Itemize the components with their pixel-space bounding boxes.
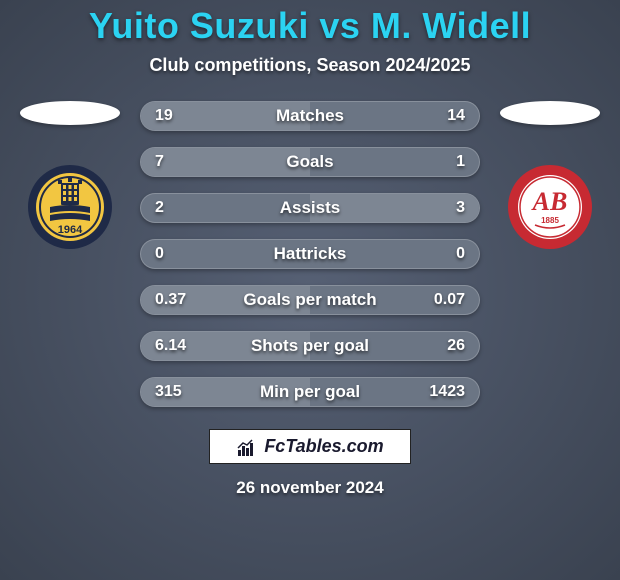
stat-value-right: 0 <box>456 245 465 263</box>
stat-value-left: 0 <box>155 245 164 263</box>
svg-text:1964: 1964 <box>58 224 83 236</box>
stat-bar: 0.37 Goals per match 0.07 <box>140 285 480 315</box>
stats-bars: 19 Matches 14 7 Goals 1 2 Assists 3 0 Hattricks 0 0.… <box>130 101 490 407</box>
brand-text: FcTables.com <box>264 436 383 457</box>
right-oval <box>500 101 600 125</box>
stat-label: Min per goal <box>260 382 360 402</box>
stat-value-right: 0.07 <box>434 291 465 309</box>
chart-icon <box>236 438 258 456</box>
page-title: Yuito Suzuki vs M. Widell <box>89 5 531 47</box>
svg-text:1885: 1885 <box>541 216 559 225</box>
stat-bar: 315 Min per goal 1423 <box>140 377 480 407</box>
stat-value-right: 1423 <box>429 383 465 401</box>
stat-bar: 2 Assists 3 <box>140 193 480 223</box>
bar-fill-left <box>141 148 310 176</box>
stat-bar: 0 Hattricks 0 <box>140 239 480 269</box>
stat-value-right: 26 <box>447 337 465 355</box>
stat-value-left: 7 <box>155 153 164 171</box>
right-column: AB 1885 <box>490 101 610 249</box>
stat-label: Shots per goal <box>251 336 369 356</box>
stat-value-right: 14 <box>447 107 465 125</box>
stat-value-right: 1 <box>456 153 465 171</box>
date-text: 26 november 2024 <box>236 478 383 498</box>
brondby-logo: 1964 <box>28 165 112 249</box>
stat-label: Goals per match <box>243 290 376 310</box>
stat-value-left: 19 <box>155 107 173 125</box>
stat-value-left: 6.14 <box>155 337 186 355</box>
footer: FcTables.com 26 november 2024 <box>209 429 410 498</box>
subtitle: Club competitions, Season 2024/2025 <box>149 55 470 76</box>
left-column: 1964 <box>10 101 130 249</box>
stat-value-left: 315 <box>155 383 182 401</box>
left-oval <box>20 101 120 125</box>
stat-label: Goals <box>286 152 333 172</box>
stat-bar: 6.14 Shots per goal 26 <box>140 331 480 361</box>
stat-value-left: 2 <box>155 199 164 217</box>
infographic-container: Yuito Suzuki vs M. Widell Club competiti… <box>0 0 620 580</box>
stat-value-left: 0.37 <box>155 291 186 309</box>
stat-label: Matches <box>276 106 344 126</box>
stat-value-right: 3 <box>456 199 465 217</box>
stat-bar: 7 Goals 1 <box>140 147 480 177</box>
stat-label: Hattricks <box>274 244 347 264</box>
svg-text:AB: AB <box>531 187 568 216</box>
stat-label: Assists <box>280 198 340 218</box>
content-row: 1964 19 Matches 14 7 Goals 1 2 Assists 3 0 Hattric… <box>0 101 620 407</box>
stat-bar: 19 Matches 14 <box>140 101 480 131</box>
aab-logo: AB 1885 <box>508 165 592 249</box>
brand-box: FcTables.com <box>209 429 410 464</box>
